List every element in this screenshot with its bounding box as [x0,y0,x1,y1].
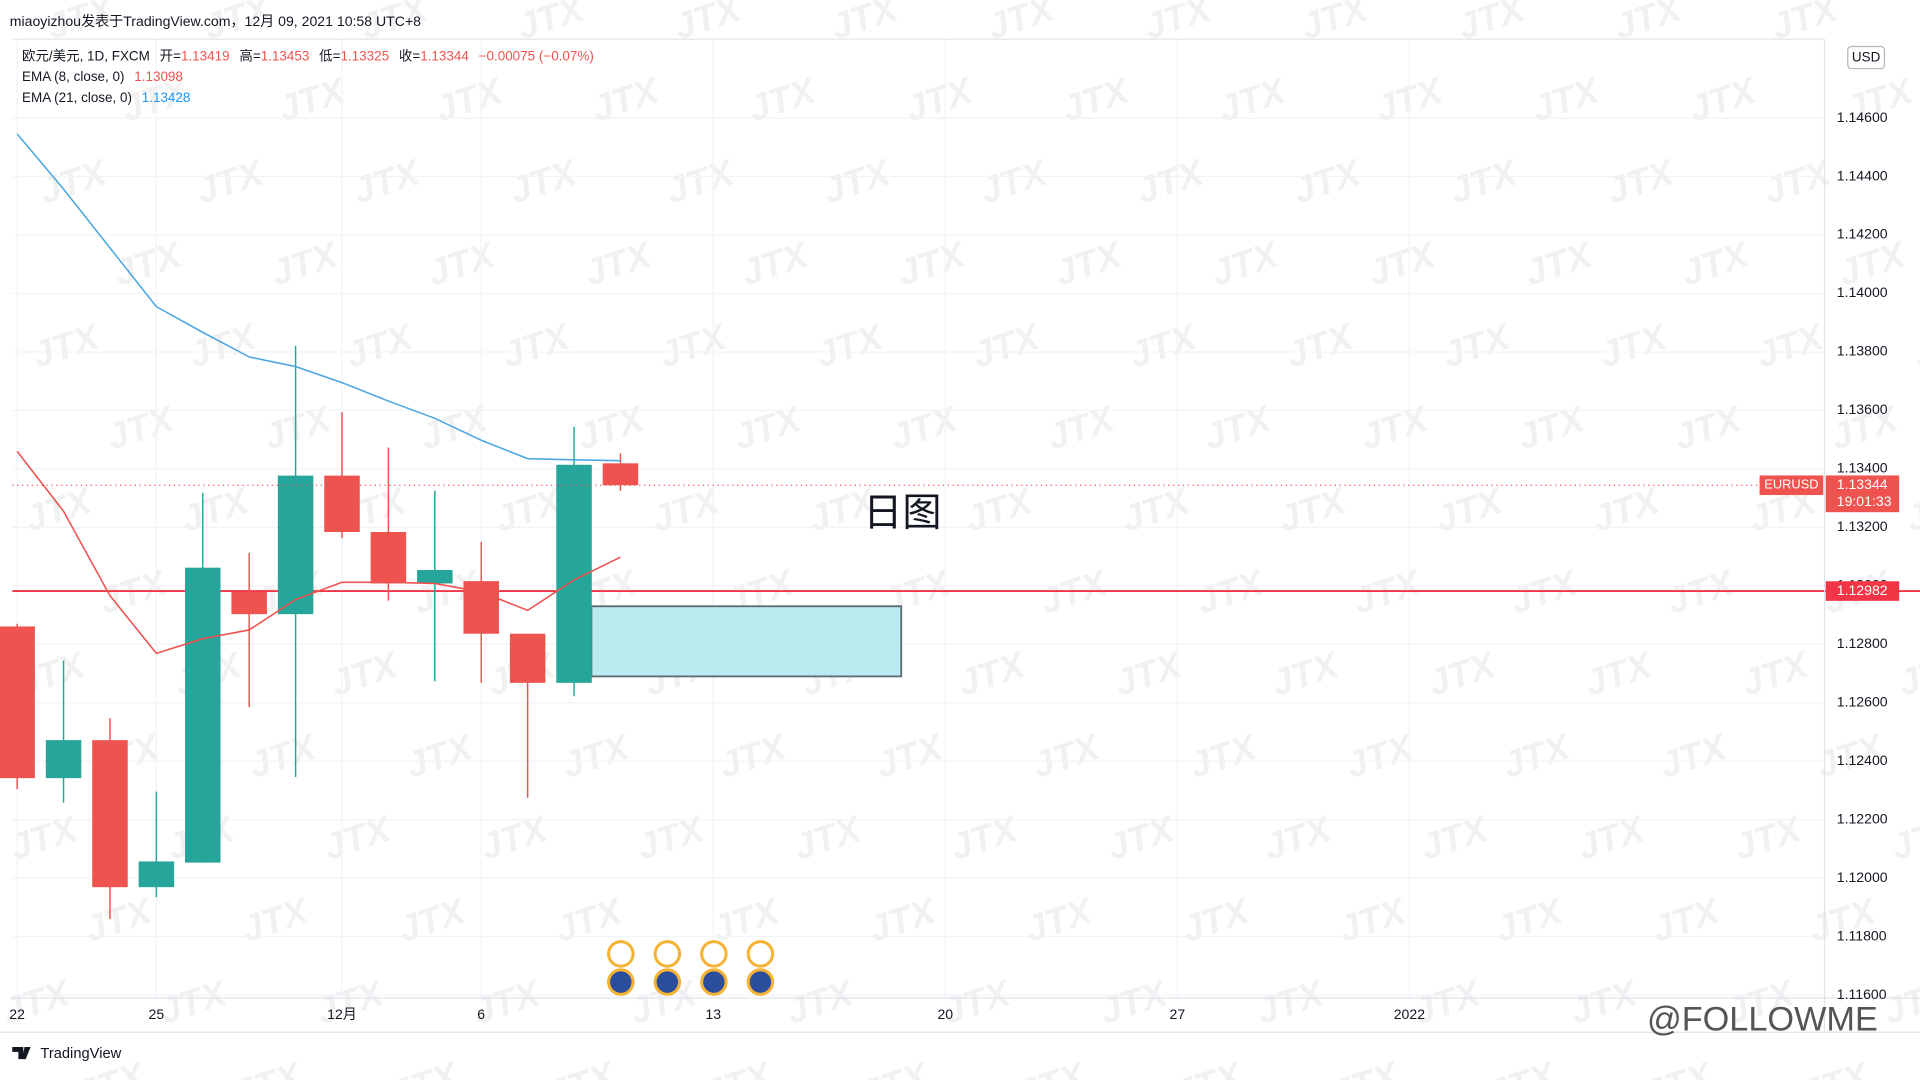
plot [0,133,1920,920]
annotation: 日图 [863,492,941,535]
price-label: 1.13344 [1837,476,1888,492]
chart-title: miaoyizhou发表于TradingView.com，12月 09, 202… [10,13,421,29]
price-box [1825,475,1900,513]
legend-value: 1.13098 [134,69,183,84]
high-value: 1.13453 [261,48,310,63]
y-tick-label: 1.13800 [1837,343,1888,359]
candle-body [231,591,267,615]
axes: 1.11600 1.11800 1.12000 1.12200 1.12400 1.126… [9,109,1900,1022]
candle-body [324,475,360,533]
x-tick-label: 27 [1170,1006,1186,1022]
candle-body [45,740,82,779]
hline-label: 1.12982 [1837,582,1888,598]
y-tick-label: 1.11800 [1837,927,1887,943]
candle-body [509,633,546,683]
change: −0.00075 (−0.07%) [479,48,594,63]
candle-body [417,570,453,584]
zone [590,605,903,678]
candle-body [0,626,35,779]
x-tick-label: 6 [477,1006,485,1022]
close-value: 1.13344 [420,48,469,63]
high-label: 高= [239,47,260,63]
countdown: 19:01:33 [1837,493,1892,509]
us-event[interactable] [653,940,682,968]
y-tick-label: 1.14600 [1837,109,1888,125]
legend-ema8: EMA (8, close, 0) 1.13098 [22,69,183,84]
us-event[interactable] [746,940,775,968]
source-watermark: @FOLLOWME [1647,1000,1878,1038]
y-tick-label: 1.12800 [1837,635,1888,651]
x-tick-label: 12月 [327,1006,357,1022]
legend-value: 1.13428 [142,90,191,105]
y-tick-label: 1.13400 [1837,460,1888,476]
grid [12,39,1825,998]
event-icons [607,940,775,996]
us-event[interactable] [607,940,635,968]
legend-name: EMA (21, close, 0) [22,90,132,105]
ticker-box [1759,475,1824,496]
ema-line [16,133,621,462]
low-label: 低= [319,48,340,63]
ticker: EURUSD [1764,477,1818,492]
currency-box[interactable] [1847,45,1886,70]
hline-box [1825,581,1900,601]
candle-body [370,532,407,584]
open-value: 1.13419 [181,48,230,63]
brand: TradingView [40,1046,121,1062]
open-label: 开= [160,48,181,63]
x-tick-label: 25 [149,1006,165,1022]
y-tick-label: 1.14400 [1837,167,1888,183]
legend-ema21: EMA (21, close, 0) 1.13428 [22,90,190,105]
x-tick-label: 22 [9,1006,25,1022]
candle-body [602,463,639,486]
y-tick-label: 1.13200 [1837,518,1888,534]
y-tick-label: 1.14200 [1837,226,1888,242]
y-tick-label: 1.11600 [1837,986,1887,1002]
eu-event[interactable] [746,968,775,996]
y-tick-label: 1.12600 [1837,693,1888,709]
eu-event[interactable] [607,968,635,996]
ema-line [16,450,621,655]
candle-body [277,475,314,615]
low-value: 1.13325 [340,48,389,63]
x-tick-label: 13 [705,1006,721,1022]
x-tick-label: 2022 [1394,1006,1425,1022]
currency[interactable]: USD [1852,50,1881,65]
y-tick-label: 1.13600 [1837,401,1888,417]
legend-header: 欧元/美元, 1D, FXCM 开=1.13419 高=1.13453 低=1.133… [22,47,594,63]
candle-body [185,567,221,863]
y-tick-label: 1.12400 [1837,752,1888,768]
candle-body [138,861,175,888]
symbol: 欧元/美元, 1D, FXCM [22,48,150,63]
x-tick-label: 20 [937,1006,953,1022]
candle-body [92,740,128,888]
close-label: 收= [399,48,420,63]
legend-name: EMA (8, close, 0) [22,69,124,84]
y-tick-label: 1.14000 [1837,284,1888,300]
y-tick-label: 1.12200 [1837,810,1888,826]
eu-event[interactable] [653,968,682,996]
eu-event[interactable] [700,968,728,996]
brand-logo [12,1046,31,1060]
watermark: JTX [1915,151,1920,212]
y-tick-label: 1.12000 [1837,869,1888,885]
us-event[interactable] [700,940,728,968]
